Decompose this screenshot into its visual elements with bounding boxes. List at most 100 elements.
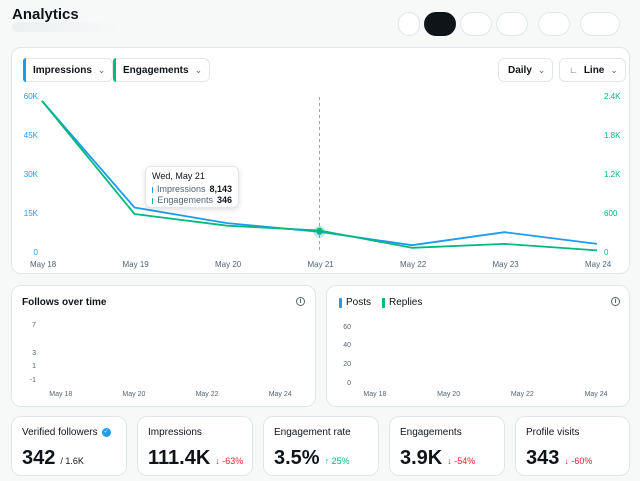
posts-replies-card: Posts Replies i xyxy=(326,285,630,407)
stat-label-text: Verified followers xyxy=(22,427,98,438)
y-axis-left-tick: 60K xyxy=(23,92,38,101)
stat-change: ↓ -63% xyxy=(215,456,244,466)
posts-y-tick: 0 xyxy=(347,380,351,387)
stat-value: 3.9K ↓ -54% xyxy=(400,447,475,470)
tooltip-date: Wed, May 21 xyxy=(152,171,205,181)
posts-y-tick: 40 xyxy=(343,342,351,350)
stat-change: / 1.6K xyxy=(60,456,84,466)
tooltip-impressions-row: Impressions 8,143 xyxy=(152,184,232,195)
top-bar: Analytics xyxy=(0,0,640,42)
info-icon[interactable]: i xyxy=(611,297,620,306)
posts-legend-swatch xyxy=(339,297,342,308)
follows-x-tick: May 18 xyxy=(49,391,73,398)
follows-y-tick: 1 xyxy=(32,363,36,371)
chart-type-label: Line xyxy=(583,64,605,76)
x-axis-tick: May 23 xyxy=(492,260,519,269)
tooltip-engagements-value: 346 xyxy=(216,195,232,205)
posts-y-tick: 60 xyxy=(343,323,351,331)
posts-x-tick: May 18 xyxy=(363,391,387,398)
line-chart-icon: ∟ xyxy=(569,65,578,75)
metric1-label: Impressions xyxy=(33,64,92,76)
legend-posts: Posts xyxy=(339,297,371,308)
stat-change: ↑ 25% xyxy=(324,456,350,466)
verified-badge-icon: ✓ xyxy=(101,428,111,437)
range-button-5[interactable] xyxy=(538,12,570,36)
stat-label: Engagement rate xyxy=(274,427,351,438)
legend-posts-label: Posts xyxy=(346,297,372,308)
stat-label-text: Engagement rate xyxy=(274,427,351,438)
follows-x-tick: May 22 xyxy=(195,391,219,398)
range-button-6[interactable] xyxy=(580,12,620,36)
page-title: Analytics xyxy=(12,6,79,23)
chevron-down-icon: ⌄ xyxy=(194,64,203,75)
y-axis-left-tick: 0 xyxy=(33,248,38,257)
stat-label: Impressions xyxy=(148,427,202,438)
follows-card-title: Follows over time xyxy=(22,297,107,308)
x-axis-tick: May 24 xyxy=(585,260,612,269)
stat-card[interactable]: Impressions 111.4K ↓ -63% xyxy=(137,416,253,476)
stat-value: 111.4K ↓ -63% xyxy=(148,447,243,470)
interval-label: Daily xyxy=(508,64,532,76)
range-button-active[interactable] xyxy=(424,12,456,36)
follows-x-tick: May 20 xyxy=(122,391,146,398)
y-axis-right-tick: 1.2K xyxy=(604,170,621,179)
y-axis-right-tick: 600 xyxy=(604,209,618,218)
legend-replies: Replies xyxy=(382,297,422,308)
metric2-label: Engagements xyxy=(123,64,189,76)
range-button-1[interactable] xyxy=(398,12,420,36)
tooltip-engagements-label: Engagements xyxy=(157,195,213,205)
y-axis-right-tick: 1.8K xyxy=(604,131,621,140)
stat-change: ↓ -60% xyxy=(564,456,593,466)
chevron-down-icon: ⌄ xyxy=(610,64,618,75)
stat-value-text: 343 xyxy=(526,447,560,469)
stat-label: Verified followers ✓ xyxy=(22,427,111,438)
stat-value-text: 342 xyxy=(22,447,56,469)
posts-y-tick: 20 xyxy=(343,361,351,369)
main-chart-card: Impressions ⌄ Engagements ⌄ Daily ⌄ ∟ Li… xyxy=(11,47,630,274)
range-button-4[interactable] xyxy=(496,12,528,36)
stat-card[interactable]: Engagements 3.9K ↓ -54% xyxy=(389,416,505,476)
stat-label-text: Profile visits xyxy=(526,427,580,438)
posts-x-tick: May 24 xyxy=(584,391,608,398)
impressions-swatch xyxy=(152,186,153,193)
stat-card[interactable]: Profile visits 343 ↓ -60% xyxy=(515,416,630,476)
x-axis-tick: May 21 xyxy=(307,260,334,269)
x-axis-tick: May 20 xyxy=(215,260,242,269)
metric1-dropdown[interactable]: Impressions ⌄ xyxy=(23,58,114,82)
stat-label: Engagements xyxy=(400,427,462,438)
follows-card: Follows over time i xyxy=(11,285,316,407)
chevron-down-icon: ⌄ xyxy=(97,64,106,75)
interval-dropdown[interactable]: Daily ⌄ xyxy=(498,58,554,82)
follows-x-tick: May 24 xyxy=(268,391,292,398)
y-axis-left-tick: 30K xyxy=(23,170,38,179)
legend-replies-label: Replies xyxy=(389,297,423,308)
y-axis-left-tick: 45K xyxy=(23,131,38,140)
stat-value: 343 ↓ -60% xyxy=(526,447,592,470)
stat-card[interactable]: Verified followers ✓ 342 / 1.6K xyxy=(11,416,127,476)
x-axis-tick: May 19 xyxy=(122,260,149,269)
stat-label: Profile visits xyxy=(526,427,579,438)
chart-tooltip: Wed, May 21 Impressions 8,143 Engagement… xyxy=(145,166,239,208)
stat-label-text: Engagements xyxy=(400,427,462,438)
range-button-3[interactable] xyxy=(460,12,492,36)
chart-type-dropdown[interactable]: ∟ Line ⌄ xyxy=(559,58,626,82)
info-icon[interactable]: i xyxy=(296,297,305,306)
metric2-accent xyxy=(113,58,116,82)
stat-value-text: 3.9K xyxy=(400,447,443,469)
follows-y-tick: 3 xyxy=(32,349,36,357)
tooltip-engagements-row: Engagements 346 xyxy=(152,195,232,206)
follows-y-tick: 7 xyxy=(32,322,36,330)
x-axis-tick: May 22 xyxy=(400,260,427,269)
tooltip-impressions-value: 8,143 xyxy=(209,184,232,194)
stat-card[interactable]: Engagement rate 3.5% ↑ 25% xyxy=(263,416,379,476)
metric1-accent xyxy=(23,58,26,82)
chevron-down-icon: ⌄ xyxy=(537,64,546,75)
stat-value-text: 111.4K xyxy=(148,447,211,469)
stat-label-text: Impressions xyxy=(148,427,202,438)
engagements-swatch xyxy=(152,197,154,204)
stat-change: ↓ -54% xyxy=(447,456,476,466)
posts-x-tick: May 22 xyxy=(510,391,534,398)
posts-x-tick: May 20 xyxy=(437,391,461,398)
subtitle-placeholder xyxy=(12,22,122,32)
metric2-dropdown[interactable]: Engagements ⌄ xyxy=(113,58,211,82)
